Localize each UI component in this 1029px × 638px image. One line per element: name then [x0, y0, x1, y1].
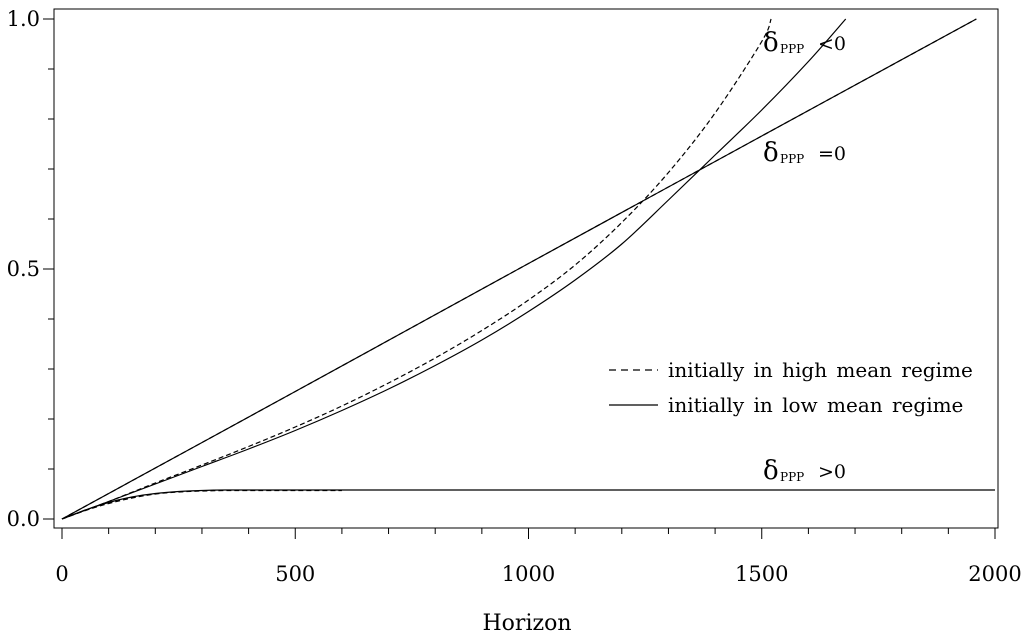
annotation-delta-relation: <0 — [818, 33, 846, 55]
x-axis-title: Horizon — [483, 611, 572, 636]
x-tick-label: 1500 — [735, 562, 788, 586]
y-tick-label: 0.0 — [7, 507, 40, 531]
series-line-dashed-positive — [61, 489, 342, 520]
annotation-delta-subscript: PPP — [780, 42, 804, 56]
annotation-delta-relation: >0 — [818, 461, 846, 483]
x-tick-label: 1000 — [502, 562, 555, 586]
annotation-delta-subscript: PPP — [780, 470, 804, 484]
y-axis-ticks: 0.0 0.5 1.0 — [7, 7, 54, 531]
x-axis-ticks: 0 500 1000 1500 2000 — [55, 528, 1022, 586]
annotation-delta-subscript: PPP — [780, 152, 804, 166]
x-tick-label: 0 — [55, 562, 68, 586]
series-line-solid-positive — [61, 489, 995, 520]
annotation-delta-negative: δ PPP <0 — [763, 28, 846, 58]
legend: initially in high mean regime initially … — [609, 358, 973, 417]
annotation-delta-symbol: δ — [763, 28, 779, 58]
annotation-delta-relation: =0 — [818, 143, 846, 165]
x-tick-label: 500 — [275, 562, 315, 586]
annotation-delta-symbol: δ — [763, 456, 779, 486]
series-line-solid-zero — [61, 18, 977, 520]
annotation-delta-symbol: δ — [763, 138, 779, 168]
y-tick-label: 0.5 — [7, 257, 40, 281]
y-tick-label: 1.0 — [7, 7, 40, 31]
series-lines — [61, 18, 995, 520]
x-tick-label: 2000 — [968, 562, 1021, 586]
legend-label-high-mean: initially in high mean regime — [668, 358, 973, 382]
legend-label-low-mean: initially in low mean regime — [668, 393, 963, 417]
annotation-delta-zero: δ PPP =0 — [763, 138, 846, 168]
series-line-solid-negative — [61, 18, 847, 520]
plot-frame — [53, 8, 999, 529]
annotation-delta-positive: δ PPP >0 — [763, 456, 846, 486]
series-line-dashed-negative — [61, 18, 772, 520]
